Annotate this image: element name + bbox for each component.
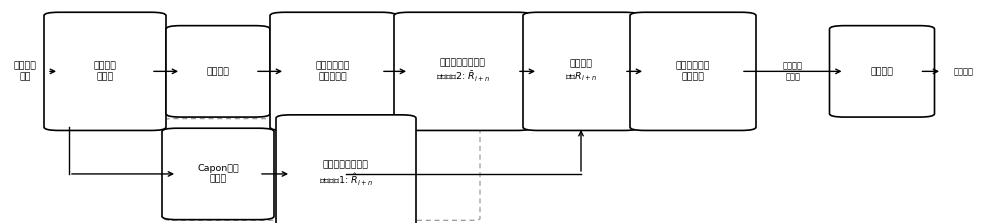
FancyBboxPatch shape <box>523 12 639 130</box>
Text: 干扰加噪声协方差
矩阵重构1: $\hat{R}_{i+n}$: 干扰加噪声协方差 矩阵重构1: $\hat{R}_{i+n}$ <box>319 160 373 188</box>
Text: 期望信号导向
矢量校正: 期望信号导向 矢量校正 <box>676 62 710 81</box>
FancyBboxPatch shape <box>44 12 166 130</box>
Text: 输出数据: 输出数据 <box>954 67 974 76</box>
FancyBboxPatch shape <box>270 12 396 130</box>
Text: 干扰加噪声协方差
矩阵重构2: $\bar{R}_{i+n}$: 干扰加噪声协方差 矩阵重构2: $\bar{R}_{i+n}$ <box>436 59 490 84</box>
FancyBboxPatch shape <box>830 26 934 117</box>
FancyBboxPatch shape <box>166 26 270 117</box>
Text: 阵列接收
数据: 阵列接收 数据 <box>14 62 36 81</box>
FancyBboxPatch shape <box>276 115 416 223</box>
Text: 波束形成: 波束形成 <box>870 67 894 76</box>
FancyBboxPatch shape <box>630 12 756 130</box>
Text: 采样协方
差矩阵: 采样协方 差矩阵 <box>94 62 116 81</box>
FancyBboxPatch shape <box>162 128 274 220</box>
Text: 加权组合
得到$R_{i+n}$: 加权组合 得到$R_{i+n}$ <box>565 60 597 83</box>
Text: Capon空间
谱估计: Capon空间 谱估计 <box>197 164 239 184</box>
FancyBboxPatch shape <box>394 12 532 130</box>
Text: 自适应权
值求取: 自适应权 值求取 <box>783 62 803 81</box>
Text: 特征分解: 特征分解 <box>207 67 230 76</box>
Text: 估计并去除期
望信号分量: 估计并去除期 望信号分量 <box>316 62 350 81</box>
